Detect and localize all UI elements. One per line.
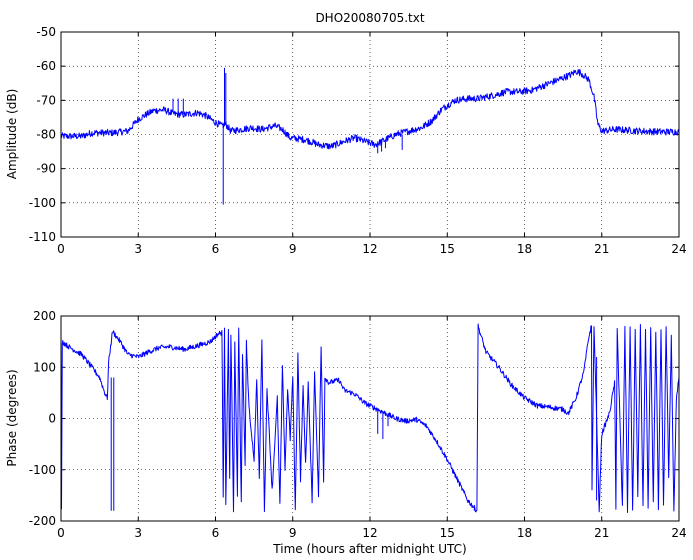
phase-y-tick-label: 100 [33, 360, 56, 374]
phase-x-tick-label: 0 [57, 526, 65, 540]
amplitude-title: DHO20080705.txt [315, 11, 424, 25]
amplitude-y-axis-label: Amplitude (dB) [5, 89, 19, 180]
amplitude-grid [61, 32, 679, 237]
amplitude-axes-frame [60, 31, 680, 238]
phase-x-tick-label: 12 [362, 526, 377, 540]
amplitude-trace [60, 69, 680, 150]
amplitude-x-tick-label: 12 [362, 242, 377, 256]
phase-axes-frame [60, 315, 680, 522]
phase-series-line [60, 323, 680, 513]
phase-x-tick-label: 3 [134, 526, 142, 540]
phase-x-tick-label: 24 [671, 526, 686, 540]
phase-x-tick-label: 18 [517, 526, 532, 540]
phase-y-tick-label: 200 [33, 309, 56, 323]
amplitude-x-tick-label: 9 [289, 242, 297, 256]
amplitude-y-tick-label: -80 [36, 128, 56, 142]
phase-grid [61, 316, 679, 521]
phase-panel: Time (hours after midnight UTC) Phase (d… [5, 309, 687, 556]
phase-x-tick-label: 15 [440, 526, 455, 540]
phase-x-axis-label: Time (hours after midnight UTC) [272, 542, 466, 556]
amplitude-y-tick-label: -100 [29, 196, 56, 210]
amplitude-x-tick-label: 3 [134, 242, 142, 256]
phase-y-tick-label: -100 [29, 463, 56, 477]
amplitude-y-tick-label: -90 [36, 162, 56, 176]
amplitude-y-tick-label: -50 [36, 25, 56, 39]
amplitude-x-tick-label: 18 [517, 242, 532, 256]
amplitude-y-tick-label: -70 [36, 93, 56, 107]
phase-trace [60, 323, 680, 513]
amplitude-y-tick-label: -60 [36, 59, 56, 73]
amplitude-x-tick-label: 15 [440, 242, 455, 256]
amplitude-x-tick-label: 6 [212, 242, 220, 256]
phase-ticks: 0 3 6 9 12 15 18 21 24 -200 -100 0 100 200 [29, 309, 687, 540]
amplitude-y-tick-label: -110 [29, 230, 56, 244]
amplitude-ticks: 0 3 6 9 12 15 18 21 24 -110 -100 -90 -80 -70 -60 -50 [29, 25, 687, 256]
amplitude-x-tick-label: 24 [671, 242, 686, 256]
phase-x-tick-label: 21 [594, 526, 609, 540]
phase-y-axis-label: Phase (degrees) [5, 369, 19, 466]
phase-y-tick-label: 0 [48, 412, 56, 426]
phase-y-tick-label: -200 [29, 514, 56, 528]
phase-x-tick-label: 9 [289, 526, 297, 540]
amplitude-x-tick-label: 21 [594, 242, 609, 256]
phase-x-tick-label: 6 [212, 526, 220, 540]
amplitude-x-tick-label: 0 [57, 242, 65, 256]
amplitude-panel: DHO20080705.txt Amplitude (dB) 0 3 6 9 12 15 1… [5, 11, 687, 256]
amplitude-series-line [60, 67, 680, 205]
